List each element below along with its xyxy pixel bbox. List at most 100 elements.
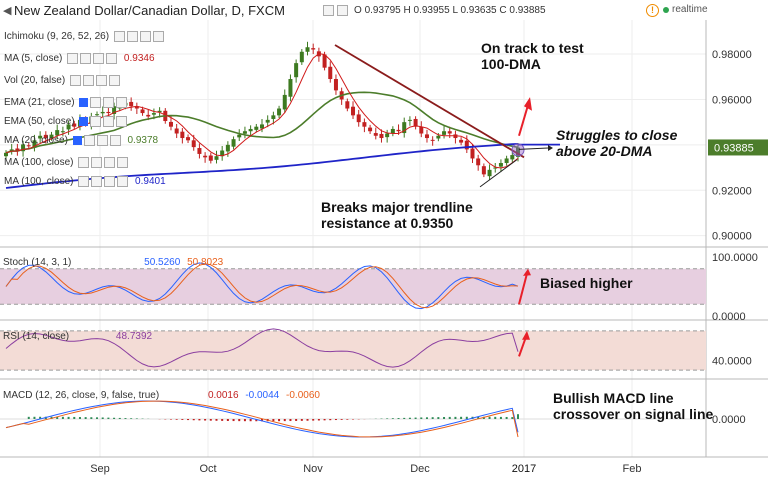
close-label: C (499, 5, 507, 16)
settings-icon[interactable] (323, 5, 334, 16)
ichimoku-legend[interactable]: Ichimoku (9, 26, 52, 26) (4, 31, 164, 43)
macd-histogram-bar (175, 419, 178, 420)
ema21-legend[interactable]: EMA (21, close) (4, 97, 128, 109)
close-icon[interactable] (104, 157, 116, 168)
macd-histogram-bar (312, 419, 315, 421)
settings-icon[interactable] (83, 135, 95, 146)
close-icon[interactable] (139, 31, 151, 42)
red-arrow-line (518, 104, 529, 137)
rsi-tick-label: 40.0000 (712, 355, 752, 367)
more-icon[interactable] (117, 157, 129, 168)
macd-histogram-bar (84, 417, 87, 419)
rsi-label: RSI (14, close) (3, 331, 70, 342)
candle-body (157, 110, 162, 113)
close-icon[interactable] (95, 75, 107, 86)
ma5-legend[interactable]: MA (5, close) 0.9346 (4, 53, 155, 65)
macd-label: MACD (12, 26, close, 9, false, true) (3, 390, 160, 401)
visibility-icon[interactable] (67, 53, 79, 64)
stoch-k-value: 50.5260 (144, 257, 181, 268)
more-icon[interactable] (108, 75, 120, 86)
red-arrowhead (523, 268, 531, 276)
annotation-line: Biased higher (540, 275, 633, 291)
candle-body (305, 47, 310, 52)
settings-icon[interactable] (90, 116, 102, 127)
macd-histogram-bar (443, 416, 446, 419)
candle-body (191, 140, 196, 148)
settings-icon[interactable] (90, 97, 102, 108)
ema50-legend[interactable]: EMA (50, close) (4, 116, 128, 128)
red-arrow-line (518, 336, 527, 357)
macd-histogram-bar (517, 414, 519, 419)
ma20-legend[interactable]: MA (20, close) 0.9378 (4, 135, 158, 147)
settings-icon[interactable] (82, 75, 94, 86)
visibility-icon[interactable] (69, 75, 81, 86)
close-icon[interactable] (103, 116, 115, 127)
vol-legend[interactable]: Vol (20, false) (4, 75, 120, 87)
macd-histogram-bar (215, 419, 218, 421)
close-icon[interactable] (96, 135, 108, 146)
macd-histogram-bar (346, 419, 349, 420)
visibility-icon[interactable] (78, 176, 90, 187)
more-icon[interactable] (152, 31, 164, 42)
macd-histogram-bar (61, 416, 64, 419)
highlight-circle (511, 143, 525, 157)
macd-legend[interactable]: MACD (12, 26, close, 9, false, true) 0.0… (3, 390, 320, 402)
macd-histogram-bar (403, 417, 406, 419)
candle-body (112, 106, 117, 114)
annotation-line: resistance at 0.9350 (321, 215, 454, 231)
stoch-legend[interactable]: Stoch (14, 3, 1) 50.5260 50.8023 (3, 257, 223, 269)
candle-body (516, 147, 520, 157)
candle-body (26, 145, 31, 147)
candle-body (225, 144, 230, 152)
low-value: 0.93635 (460, 5, 497, 16)
ma100-legend-row[interactable]: MA (100, close) 0.9401 (4, 176, 166, 188)
more-icon[interactable] (116, 116, 128, 127)
price-tick-label: 0.98000 (712, 49, 752, 61)
more-icon[interactable] (116, 97, 128, 108)
more-icon[interactable] (106, 53, 118, 64)
candle-body (385, 133, 390, 138)
close-icon[interactable] (104, 176, 116, 187)
ema50-label: EMA (50, close) (4, 116, 75, 128)
macd-histogram-bar (454, 416, 457, 419)
vol-label: Vol (20, false) (4, 75, 66, 87)
macd-histogram-bar (323, 419, 326, 421)
visibility-icon[interactable] (78, 157, 90, 168)
annotation-line: Breaks major trendline (321, 199, 473, 215)
candle-body (72, 123, 77, 127)
more-icon[interactable] (109, 135, 121, 146)
visibility-icon[interactable] (113, 31, 125, 42)
close-icon[interactable] (103, 97, 115, 108)
visibility-icon[interactable] (79, 98, 89, 107)
realtime-dot-icon (663, 7, 669, 13)
ma100-legend[interactable]: MA (100, close) (4, 157, 129, 169)
macd-histogram-bar (192, 419, 195, 421)
alert-icon[interactable]: ! (646, 4, 659, 17)
candle-body (419, 126, 424, 134)
ema21-label: EMA (21, close) (4, 97, 75, 109)
rsi-legend[interactable]: RSI (14, close) 48.7392 (3, 331, 152, 343)
annotation-struggles: Struggles to close above 20-DMA (556, 127, 677, 159)
settings-icon[interactable] (80, 53, 92, 64)
close-icon[interactable] (93, 53, 105, 64)
settings-icon[interactable] (91, 157, 103, 168)
candle-body (277, 108, 282, 116)
macd-histogram-bar (340, 419, 343, 420)
settings-icon[interactable] (126, 31, 138, 42)
eye-icon[interactable] (337, 5, 348, 16)
settings-icon[interactable] (91, 176, 103, 187)
more-icon[interactable] (117, 176, 129, 187)
visibility-icon[interactable] (79, 117, 89, 126)
visibility-icon[interactable] (72, 136, 82, 145)
x-axis-tick-label: 2017 (512, 463, 536, 475)
candle-body (260, 124, 264, 129)
x-axis-tick-label: Nov (303, 463, 323, 475)
macd-line (5, 400, 519, 438)
macd-histogram-bar (90, 417, 93, 419)
macd-line-value: -0.0044 (245, 390, 280, 401)
rsi-line (5, 328, 519, 368)
macd-histogram-bar (73, 416, 76, 419)
collapse-icon[interactable]: ◀ (3, 5, 12, 17)
candle-body (180, 131, 185, 139)
